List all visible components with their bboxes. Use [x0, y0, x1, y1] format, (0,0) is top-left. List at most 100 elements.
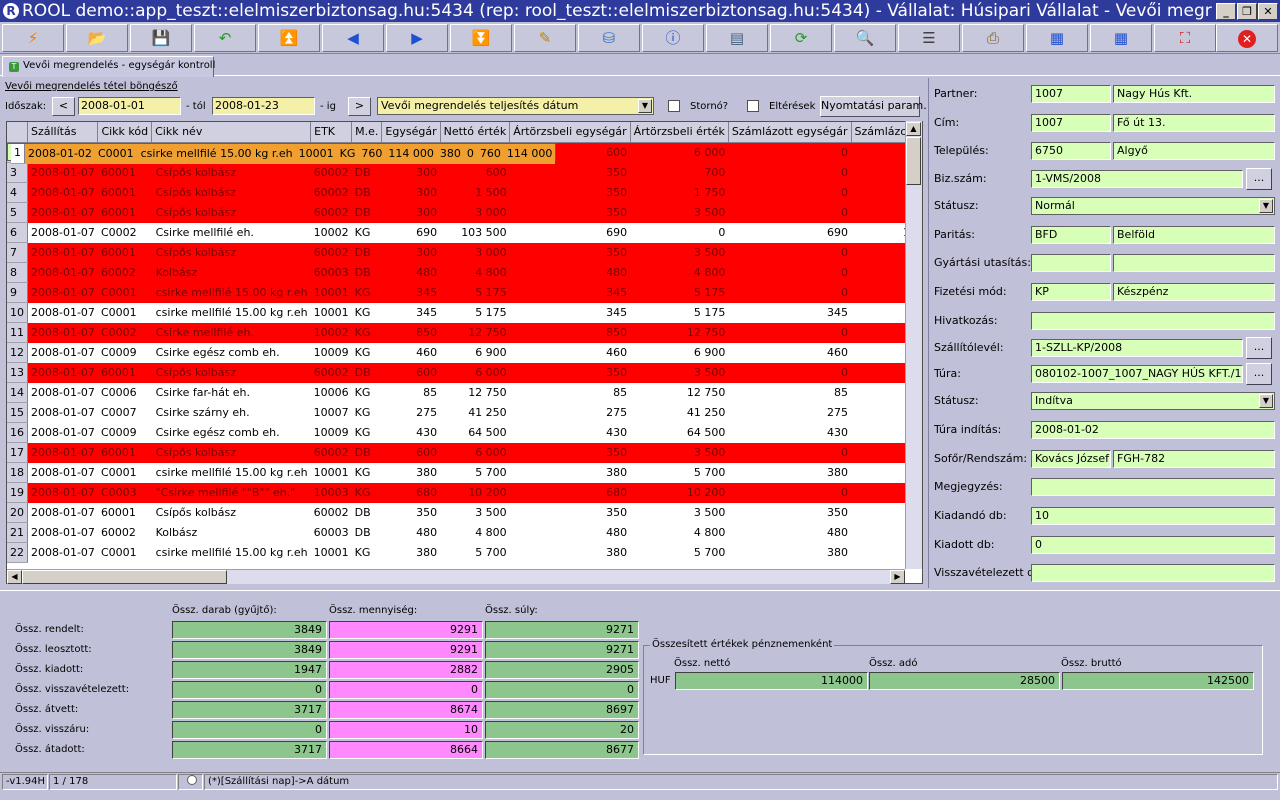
- table-cell[interactable]: 850: [381, 322, 441, 343]
- table-cell[interactable]: Csirke szárny eh.: [151, 402, 311, 423]
- table-cell[interactable]: 3 500: [630, 242, 729, 263]
- table-cell[interactable]: DB: [351, 182, 382, 203]
- minimize-button[interactable]: _: [1216, 3, 1236, 20]
- table-cell[interactable]: csirke mellfilé 15.00 kg r.eh: [136, 143, 296, 164]
- table-cell[interactable]: KG: [351, 342, 382, 363]
- radio-icon[interactable]: [178, 774, 203, 790]
- chevron-down-icon[interactable]: ▼: [638, 99, 652, 113]
- table-cell[interactable]: C0001: [97, 462, 152, 483]
- table-cell[interactable]: C0001: [94, 143, 137, 164]
- parity-name-field[interactable]: Belföld: [1113, 226, 1275, 244]
- print-icon[interactable]: ⎙: [962, 24, 1024, 52]
- table-cell[interactable]: 5 175: [440, 282, 510, 303]
- table-row[interactable]: 5 2008-01-07 60001 Csípős kolbász 60002 DB 300…: [7, 202, 922, 223]
- table-cell[interactable]: DB: [351, 502, 382, 523]
- chevron-down-icon[interactable]: ▼: [1259, 199, 1273, 213]
- table-cell[interactable]: 3 000: [440, 242, 510, 263]
- table-row[interactable]: 13 2008-01-07 60001 Csípős kolbász 60002 DB 60…: [7, 362, 922, 383]
- table-cell[interactable]: 380: [728, 542, 852, 563]
- table-cell[interactable]: 2008-01-07: [27, 262, 98, 283]
- table-cell[interactable]: 60001: [97, 442, 152, 463]
- tab-unit-price-control[interactable]: T Vevői megrendelés - egységár kontroll: [2, 56, 215, 77]
- table-cell[interactable]: 1 750: [630, 182, 729, 203]
- table-row[interactable]: 15 2008-01-07 C0007 Csirke szárny eh. 10007 K…: [7, 402, 922, 423]
- delivery-note-lookup-button[interactable]: ...: [1246, 337, 1272, 359]
- table-cell[interactable]: Csípős kolbász: [151, 242, 311, 263]
- table-cell[interactable]: 60003: [310, 262, 352, 283]
- table-cell[interactable]: 0: [728, 182, 852, 203]
- table-row[interactable]: 12 2008-01-07 C0009 Csirke egész comb eh. 10…: [7, 342, 922, 363]
- table-cell[interactable]: 5 700: [440, 462, 510, 483]
- row-number[interactable]: 8: [7, 262, 28, 283]
- table-cell[interactable]: 380: [381, 462, 441, 483]
- table-cell[interactable]: 10001: [295, 143, 337, 164]
- table-cell[interactable]: csirke mellfilé 15.00 kg r.eh: [151, 542, 311, 563]
- table-cell[interactable]: 460: [381, 342, 441, 363]
- table-cell[interactable]: 460: [728, 342, 852, 363]
- table-cell[interactable]: 10007: [310, 402, 352, 423]
- table-cell[interactable]: 60001: [97, 202, 152, 223]
- table-cell[interactable]: [851, 442, 922, 463]
- table-cell[interactable]: Csirke egész comb eh.: [151, 342, 311, 363]
- column-header[interactable]: Szállítás: [27, 122, 99, 143]
- tour-field[interactable]: 080102-1007_1007_NAGY HÚS KFT./1: [1031, 365, 1243, 383]
- table-cell[interactable]: 10001: [310, 462, 352, 483]
- table-cell[interactable]: 2008-01-07: [27, 362, 98, 383]
- delivery-note-field[interactable]: 1-SZLL-KP/2008: [1031, 339, 1243, 357]
- undo-icon[interactable]: ↶: [194, 24, 256, 52]
- table-cell[interactable]: 345: [381, 282, 441, 303]
- row-number[interactable]: 20: [7, 502, 28, 523]
- table-row[interactable]: 17 2008-01-07 60001 Csípős kolbász 60002 DB 60…: [7, 442, 922, 463]
- table-cell[interactable]: Csípős kolbász: [151, 182, 311, 203]
- table-row[interactable]: 4 2008-01-07 60001 Csípős kolbász 60002 DB 300…: [7, 182, 922, 203]
- row-number[interactable]: 15: [7, 402, 28, 423]
- table-cell[interactable]: 680: [381, 482, 441, 503]
- table-cell[interactable]: 41 250: [440, 402, 510, 423]
- table-cell[interactable]: 275: [509, 402, 631, 423]
- table-cell[interactable]: 2008-01-07: [27, 502, 98, 523]
- app-icon[interactable]: R: [3, 3, 19, 19]
- table-cell[interactable]: 760: [476, 143, 504, 164]
- table-cell[interactable]: 60002: [310, 242, 352, 263]
- period-next-button[interactable]: >: [348, 97, 371, 116]
- table-cell[interactable]: 350: [509, 362, 631, 383]
- column-header[interactable]: Számlázott egységár: [728, 122, 852, 143]
- table-cell[interactable]: 3 500: [630, 362, 729, 383]
- table-cell[interactable]: 0: [728, 322, 852, 343]
- table-cell[interactable]: 3 500: [630, 502, 729, 523]
- date-type-select[interactable]: Vevői megrendelés teljesítés dátum ▼: [377, 97, 654, 115]
- period-prev-button[interactable]: <: [52, 97, 75, 116]
- table-cell[interactable]: 0: [728, 442, 852, 463]
- table-cell[interactable]: C0009: [97, 342, 152, 363]
- row-number[interactable]: 19: [7, 482, 28, 503]
- table-cell[interactable]: 2008-01-07: [27, 462, 98, 483]
- table-cell[interactable]: 10009: [310, 342, 352, 363]
- table-cell[interactable]: 350: [509, 182, 631, 203]
- expand-icon[interactable]: ⛶: [1154, 24, 1216, 52]
- table-cell[interactable]: DB: [351, 202, 382, 223]
- table-row[interactable]: 3 2008-01-07 60001 Csípős kolbász 60002 DB 300…: [7, 162, 922, 183]
- table-cell[interactable]: 60002: [310, 362, 352, 383]
- table-cell[interactable]: 60002: [97, 262, 152, 283]
- horizontal-scrollbar[interactable]: ◀ ▶: [7, 569, 905, 584]
- table-cell[interactable]: 114 000: [385, 143, 437, 164]
- table-cell[interactable]: 345: [509, 302, 631, 323]
- table-cell[interactable]: 2008-01-07: [27, 182, 98, 203]
- table-cell[interactable]: 60002: [310, 502, 352, 523]
- table-cell[interactable]: C0001: [97, 542, 152, 563]
- horizontal-scroll-thumb[interactable]: [22, 570, 227, 584]
- print-params-button[interactable]: Nyomtatási param.: [820, 96, 927, 117]
- table-row[interactable]: 16 2008-01-07 C0009 Csirke egész comb eh. 10…: [7, 422, 922, 443]
- row-number[interactable]: 1: [11, 143, 25, 164]
- payment-code-field[interactable]: KP: [1031, 283, 1111, 301]
- grid-icon[interactable]: ▦: [1090, 24, 1152, 52]
- table-row[interactable]: 22 2008-01-07 C0001 csirke mellfilé 15.00 k…: [7, 542, 922, 563]
- table-cell[interactable]: 2008-01-07: [27, 382, 98, 403]
- table-cell[interactable]: C0003: [97, 482, 152, 503]
- table-row[interactable]: 6 2008-01-07 C0002 Csirke mellfilé eh. 10002…: [7, 222, 922, 243]
- row-number[interactable]: 21: [7, 522, 28, 543]
- column-header[interactable]: Nettó érték: [440, 122, 511, 143]
- table-row[interactable]: 7 2008-01-07 60001 Csípős kolbász 60002 DB 300…: [7, 242, 922, 263]
- table-cell[interactable]: 60001: [97, 502, 152, 523]
- table-cell[interactable]: KG: [351, 222, 382, 243]
